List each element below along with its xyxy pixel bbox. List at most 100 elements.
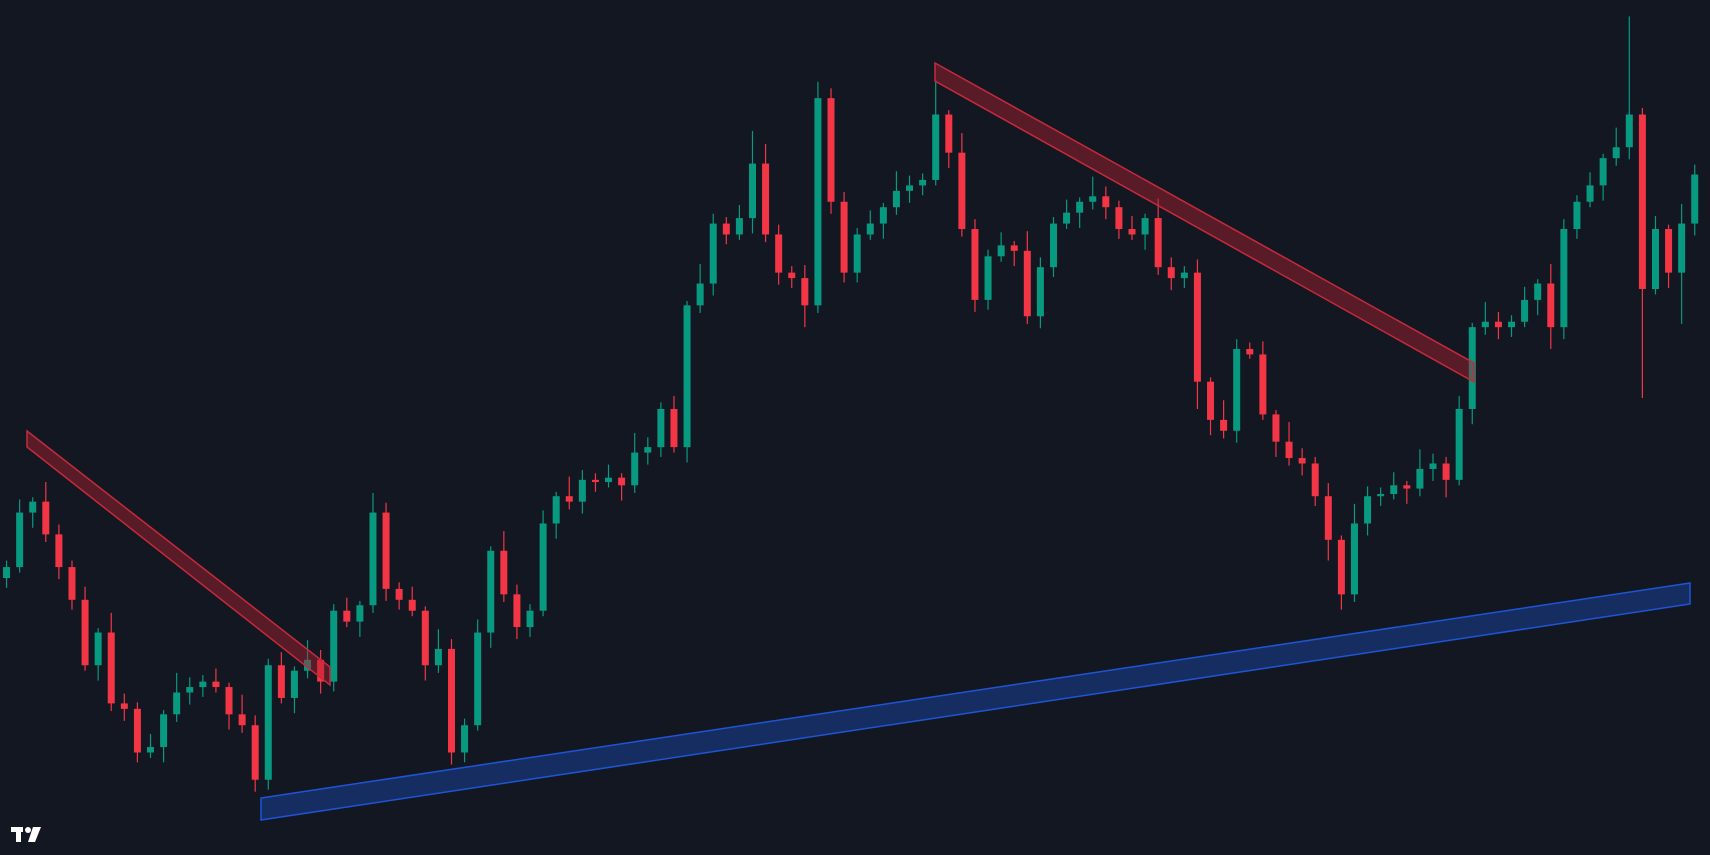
candle-body (343, 610, 351, 622)
candle-body (1180, 272, 1188, 279)
candle-body (683, 305, 691, 448)
candle-body (906, 185, 914, 191)
candle-body (631, 452, 639, 486)
candle-body (866, 223, 874, 235)
candle-body (513, 594, 521, 628)
candle-body (1625, 114, 1633, 148)
candle-body (578, 479, 586, 502)
candle-body (408, 599, 416, 611)
candle-body (552, 496, 560, 524)
candle-body (1010, 245, 1018, 251)
candle-body (251, 725, 259, 780)
candle-body (94, 632, 102, 666)
candle-body (709, 223, 717, 284)
resistance-zone (26, 429, 331, 687)
candle-body (225, 687, 233, 715)
support-zone (260, 582, 1691, 821)
candle-body (107, 632, 115, 704)
candle-body (644, 447, 652, 453)
candle-body (1259, 354, 1267, 415)
candle-body (1324, 496, 1332, 540)
candle-body (434, 648, 442, 666)
candle-body (539, 523, 547, 611)
candle-body (1638, 114, 1646, 289)
candle-body (1364, 496, 1372, 524)
logo-part (25, 827, 31, 833)
candle-body (892, 190, 900, 208)
candle-body (1337, 539, 1345, 595)
candle-body (290, 670, 298, 698)
candle-body (1036, 267, 1044, 317)
candle-body (1311, 463, 1319, 497)
candle-body (55, 534, 63, 568)
candles (3, 16, 1699, 792)
candle-body (958, 152, 966, 230)
candle-body (1102, 196, 1110, 208)
candle-body (330, 610, 338, 682)
candle-body (16, 512, 24, 568)
candle-body (1429, 463, 1437, 469)
candle-body (1651, 229, 1659, 289)
candle-body (421, 610, 429, 666)
candle-body (801, 278, 809, 306)
candle-body (382, 512, 390, 589)
candle-body (1154, 218, 1162, 268)
resistance-zone (934, 61, 1475, 384)
candle-body (919, 179, 927, 186)
candle-body (1599, 158, 1607, 186)
candle-body (369, 512, 377, 606)
candle-body (1534, 283, 1542, 300)
candle-body (1442, 463, 1450, 480)
candle-body (1128, 229, 1136, 235)
candle-body (1494, 321, 1502, 328)
candle-body (748, 163, 756, 219)
candle-body (1193, 272, 1201, 382)
candle-body (81, 599, 89, 666)
candle-body (670, 408, 678, 448)
logo-part (16, 827, 21, 842)
candle-body (1521, 299, 1529, 322)
candle-body (1508, 321, 1516, 328)
candle-body (212, 681, 220, 688)
candle-body (1063, 212, 1071, 224)
candle-body (932, 114, 940, 180)
candle-body (474, 632, 482, 726)
candle-body (29, 501, 37, 513)
candle-body (1560, 229, 1568, 328)
candle-body (500, 550, 508, 595)
candle-body (1049, 223, 1057, 268)
candle-body (487, 550, 495, 633)
candle-body (657, 408, 665, 448)
tradingview-logo (11, 827, 41, 842)
candle-body (1089, 196, 1097, 202)
candle-body (1076, 201, 1084, 213)
candle-body (971, 229, 979, 300)
candle-body (199, 681, 207, 688)
candle-body (120, 703, 128, 709)
candle-body (42, 501, 50, 535)
candle-body (277, 665, 285, 698)
candle-body (1481, 321, 1489, 328)
candle-body (762, 163, 770, 235)
candle-body (1246, 348, 1254, 355)
candle-body (68, 567, 76, 600)
candle-body (133, 708, 141, 753)
candle-body (1416, 468, 1424, 489)
candle-body (775, 234, 783, 273)
candle-body (1233, 348, 1241, 431)
candle-body (1403, 485, 1411, 489)
candle-body (735, 218, 743, 235)
candle-body (160, 714, 168, 748)
candle-body (1220, 419, 1228, 431)
logo-part (28, 827, 41, 842)
candle-body (146, 747, 154, 753)
candle-body (1468, 327, 1476, 409)
candle-body (1455, 408, 1463, 480)
candle-body (1298, 458, 1306, 464)
candle-body (1665, 229, 1673, 273)
candle-body (317, 659, 325, 682)
candle-body (591, 479, 599, 483)
candle-body (238, 714, 246, 726)
candle-body (827, 98, 835, 202)
candle-body (722, 223, 730, 235)
